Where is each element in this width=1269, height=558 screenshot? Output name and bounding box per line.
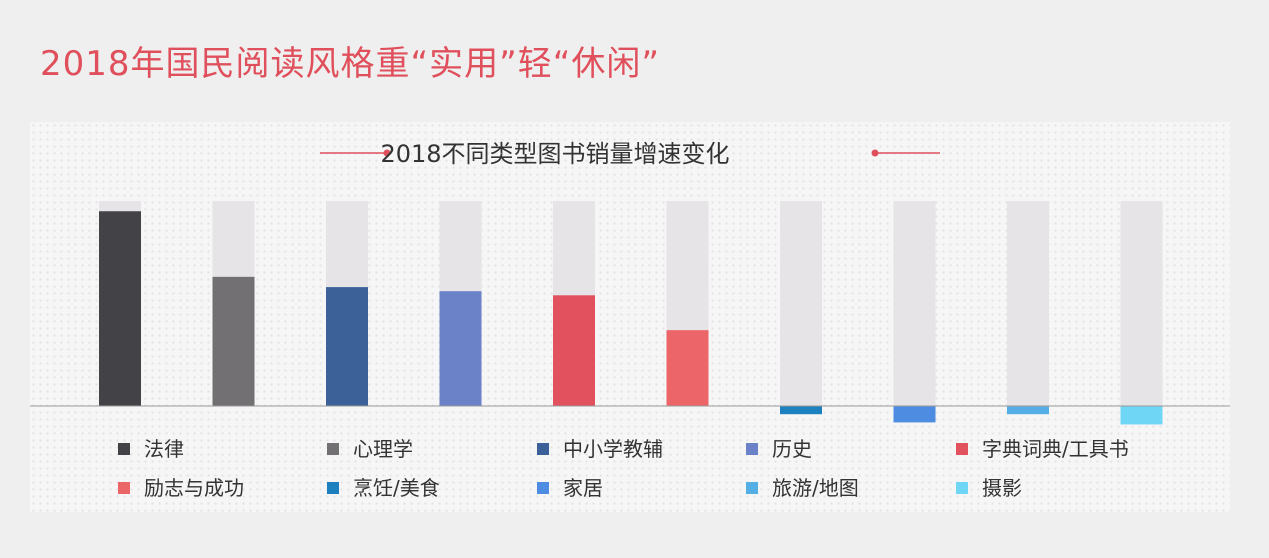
legend-swatch-4 — [746, 443, 758, 455]
legend-label-5: 字典词典/工具书 — [982, 437, 1129, 461]
legend-swatch-10 — [956, 482, 968, 494]
bar-track-7 — [780, 201, 822, 406]
bar-track-9 — [1007, 201, 1049, 406]
legend-label-8: 家居 — [563, 476, 603, 500]
legend-label-4: 历史 — [772, 437, 812, 461]
legend-swatch-8 — [537, 482, 549, 494]
bar-3 — [326, 287, 368, 406]
legend-label-9: 旅游/地图 — [772, 476, 859, 500]
legend-label-10: 摄影 — [982, 476, 1022, 500]
bar-6 — [666, 330, 709, 406]
legend-label-6: 励志与成功 — [144, 476, 244, 500]
chart-panel: 2018不同类型图书销量增速变化 法律 心理学 中小学教辅 历史 字典词典/工具书励志与… — [30, 122, 1230, 512]
bar-10 — [1120, 406, 1163, 425]
legend-label-2: 心理学 — [353, 437, 413, 461]
legend-swatch-2 — [327, 443, 339, 455]
legend-swatch-1 — [118, 443, 130, 455]
legend-swatch-7 — [327, 482, 339, 494]
legend-swatch-3 — [537, 443, 549, 455]
bar-chart: 2018不同类型图书销量增速变化 法律 心理学 中小学教辅 历史 字典词典/工具书励志与… — [30, 140, 1230, 500]
bar-8 — [893, 406, 936, 423]
bar-5 — [553, 295, 595, 406]
chart-title: 2018不同类型图书销量增速变化 — [380, 140, 729, 168]
legend-label-3: 中小学教辅 — [563, 437, 663, 461]
legend-label-7: 烹饪/美食 — [353, 476, 440, 500]
bar-track-10 — [1120, 201, 1163, 406]
bar-2 — [212, 276, 255, 406]
legend-swatch-6 — [118, 482, 130, 494]
legend-swatch-9 — [746, 482, 758, 494]
bars-group — [99, 201, 1163, 425]
bar-track-8 — [893, 201, 936, 406]
bar-4 — [439, 291, 482, 406]
title-left-dot — [383, 149, 391, 157]
bar-9 — [1007, 406, 1049, 415]
page-title: 2018年国民阅读风格重“实用”轻“休闲” — [40, 44, 660, 84]
bar-1 — [99, 211, 141, 406]
legend-swatch-5 — [956, 443, 968, 455]
chart-title-group: 2018不同类型图书销量增速变化 — [320, 140, 940, 168]
bar-7 — [780, 406, 822, 415]
legend-label-1: 法律 — [144, 437, 184, 461]
